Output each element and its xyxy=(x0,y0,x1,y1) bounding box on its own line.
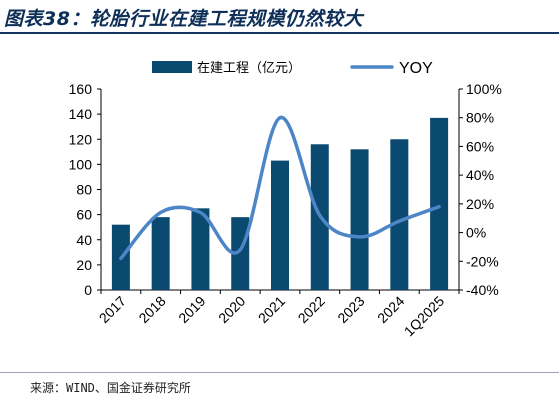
left-tick-label: 120 xyxy=(69,131,93,147)
legend: 在建工程（亿元） YOY xyxy=(152,60,433,77)
right-tick-label: 60% xyxy=(466,138,494,154)
source-divider xyxy=(0,372,559,373)
x-tick-label: 2023 xyxy=(334,293,367,326)
source-note: 来源：WIND、国金证券研究所 xyxy=(30,381,191,395)
chart-title: 图表38：轮胎行业在建工程规模仍然较大 xyxy=(4,8,363,30)
right-tick-label: 40% xyxy=(466,167,494,183)
left-tick-label: 60 xyxy=(76,207,92,223)
left-tick-label: 20 xyxy=(76,257,92,273)
x-tick-label: 2019 xyxy=(175,293,208,326)
legend-label-line: YOY xyxy=(399,60,433,77)
bar xyxy=(390,139,409,290)
x-tick-label: 1Q2025 xyxy=(401,293,448,340)
yoy-line xyxy=(119,115,441,261)
line-series xyxy=(119,115,441,261)
x-tick-label: 2018 xyxy=(135,293,168,326)
x-tick-label: 2020 xyxy=(215,293,248,326)
x-tick-label: 2021 xyxy=(255,293,288,326)
right-tick-label: -20% xyxy=(466,253,499,269)
title-divider xyxy=(0,32,559,34)
left-tick-label: 160 xyxy=(69,81,93,97)
bar xyxy=(271,160,289,290)
left-tick-label: 0 xyxy=(84,282,92,298)
chart: 在建工程（亿元） YOY 0 20 40 60 80 100 120 140 160 -40% -20… xyxy=(69,60,502,340)
bar xyxy=(350,149,369,290)
bar xyxy=(151,217,170,290)
bar xyxy=(191,208,210,290)
legend-label-bar: 在建工程（亿元） xyxy=(197,60,301,75)
right-tick-label: 100% xyxy=(466,81,502,97)
left-tick-label: 40 xyxy=(76,232,92,248)
right-tick-label: -40% xyxy=(466,282,499,298)
right-tick-label: 20% xyxy=(466,196,494,212)
right-tick-label: 80% xyxy=(466,110,494,126)
legend-swatch-bar xyxy=(152,61,192,73)
right-tick-label: 0% xyxy=(466,225,486,241)
x-tick-label: 2022 xyxy=(295,293,328,326)
x-tick-label: 2017 xyxy=(96,293,129,326)
x-tick-label: 2024 xyxy=(374,293,407,326)
left-tick-label: 100 xyxy=(69,156,93,172)
left-tick-label: 140 xyxy=(69,106,93,122)
bar xyxy=(231,217,250,290)
left-tick-label: 80 xyxy=(76,182,92,198)
bar xyxy=(430,117,449,290)
bar-series xyxy=(111,117,449,290)
